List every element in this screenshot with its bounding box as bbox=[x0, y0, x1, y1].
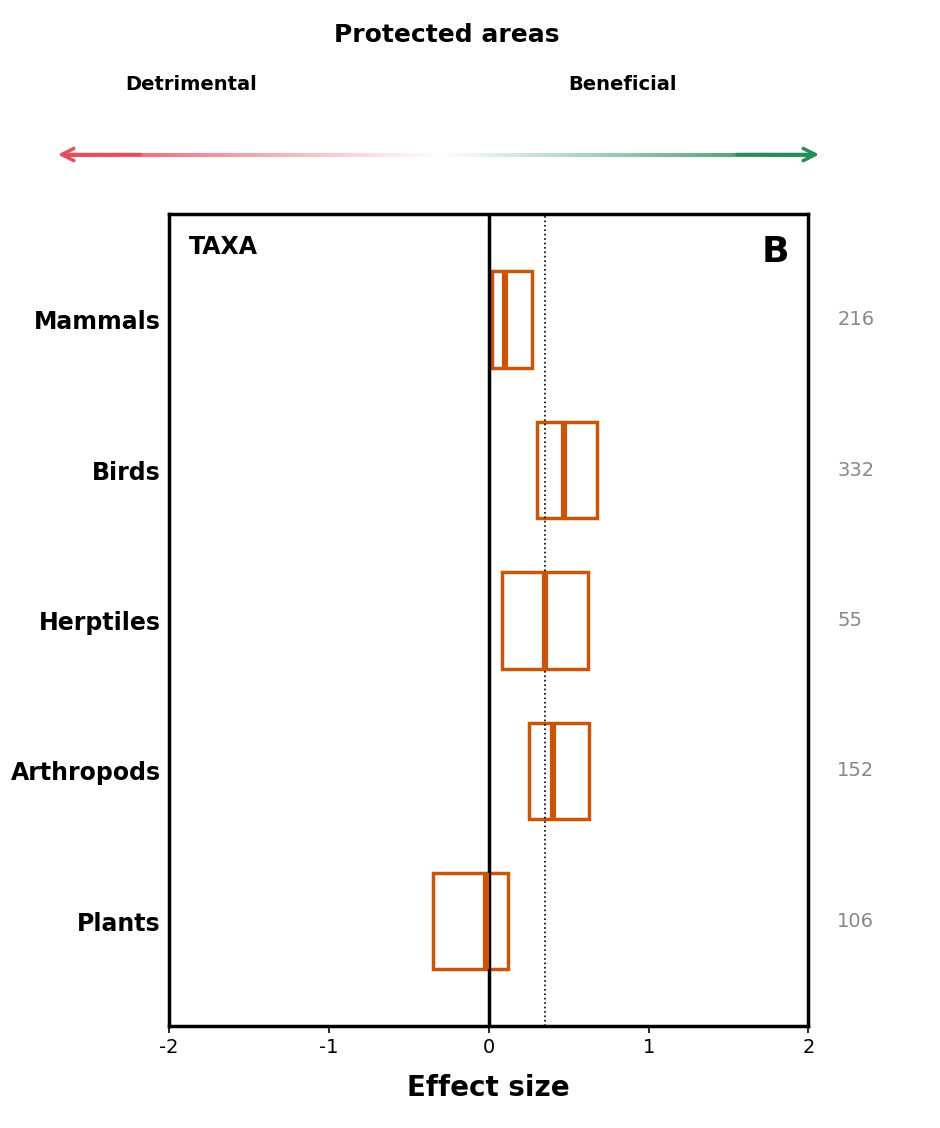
Bar bbox=[537, 422, 598, 518]
Text: B: B bbox=[761, 235, 790, 268]
Text: Beneficial: Beneficial bbox=[568, 74, 677, 94]
Bar bbox=[432, 873, 508, 969]
Bar bbox=[528, 723, 589, 819]
Text: TAXA: TAXA bbox=[188, 235, 258, 258]
Bar bbox=[492, 272, 532, 368]
X-axis label: Effect size: Effect size bbox=[407, 1074, 571, 1102]
Text: 55: 55 bbox=[838, 611, 862, 629]
Text: 216: 216 bbox=[838, 310, 874, 329]
Text: 152: 152 bbox=[838, 761, 874, 781]
Text: Protected areas: Protected areas bbox=[334, 23, 559, 46]
Bar bbox=[502, 572, 588, 669]
Text: 106: 106 bbox=[838, 911, 874, 931]
Text: Detrimental: Detrimental bbox=[125, 74, 257, 94]
Text: 332: 332 bbox=[838, 460, 874, 479]
